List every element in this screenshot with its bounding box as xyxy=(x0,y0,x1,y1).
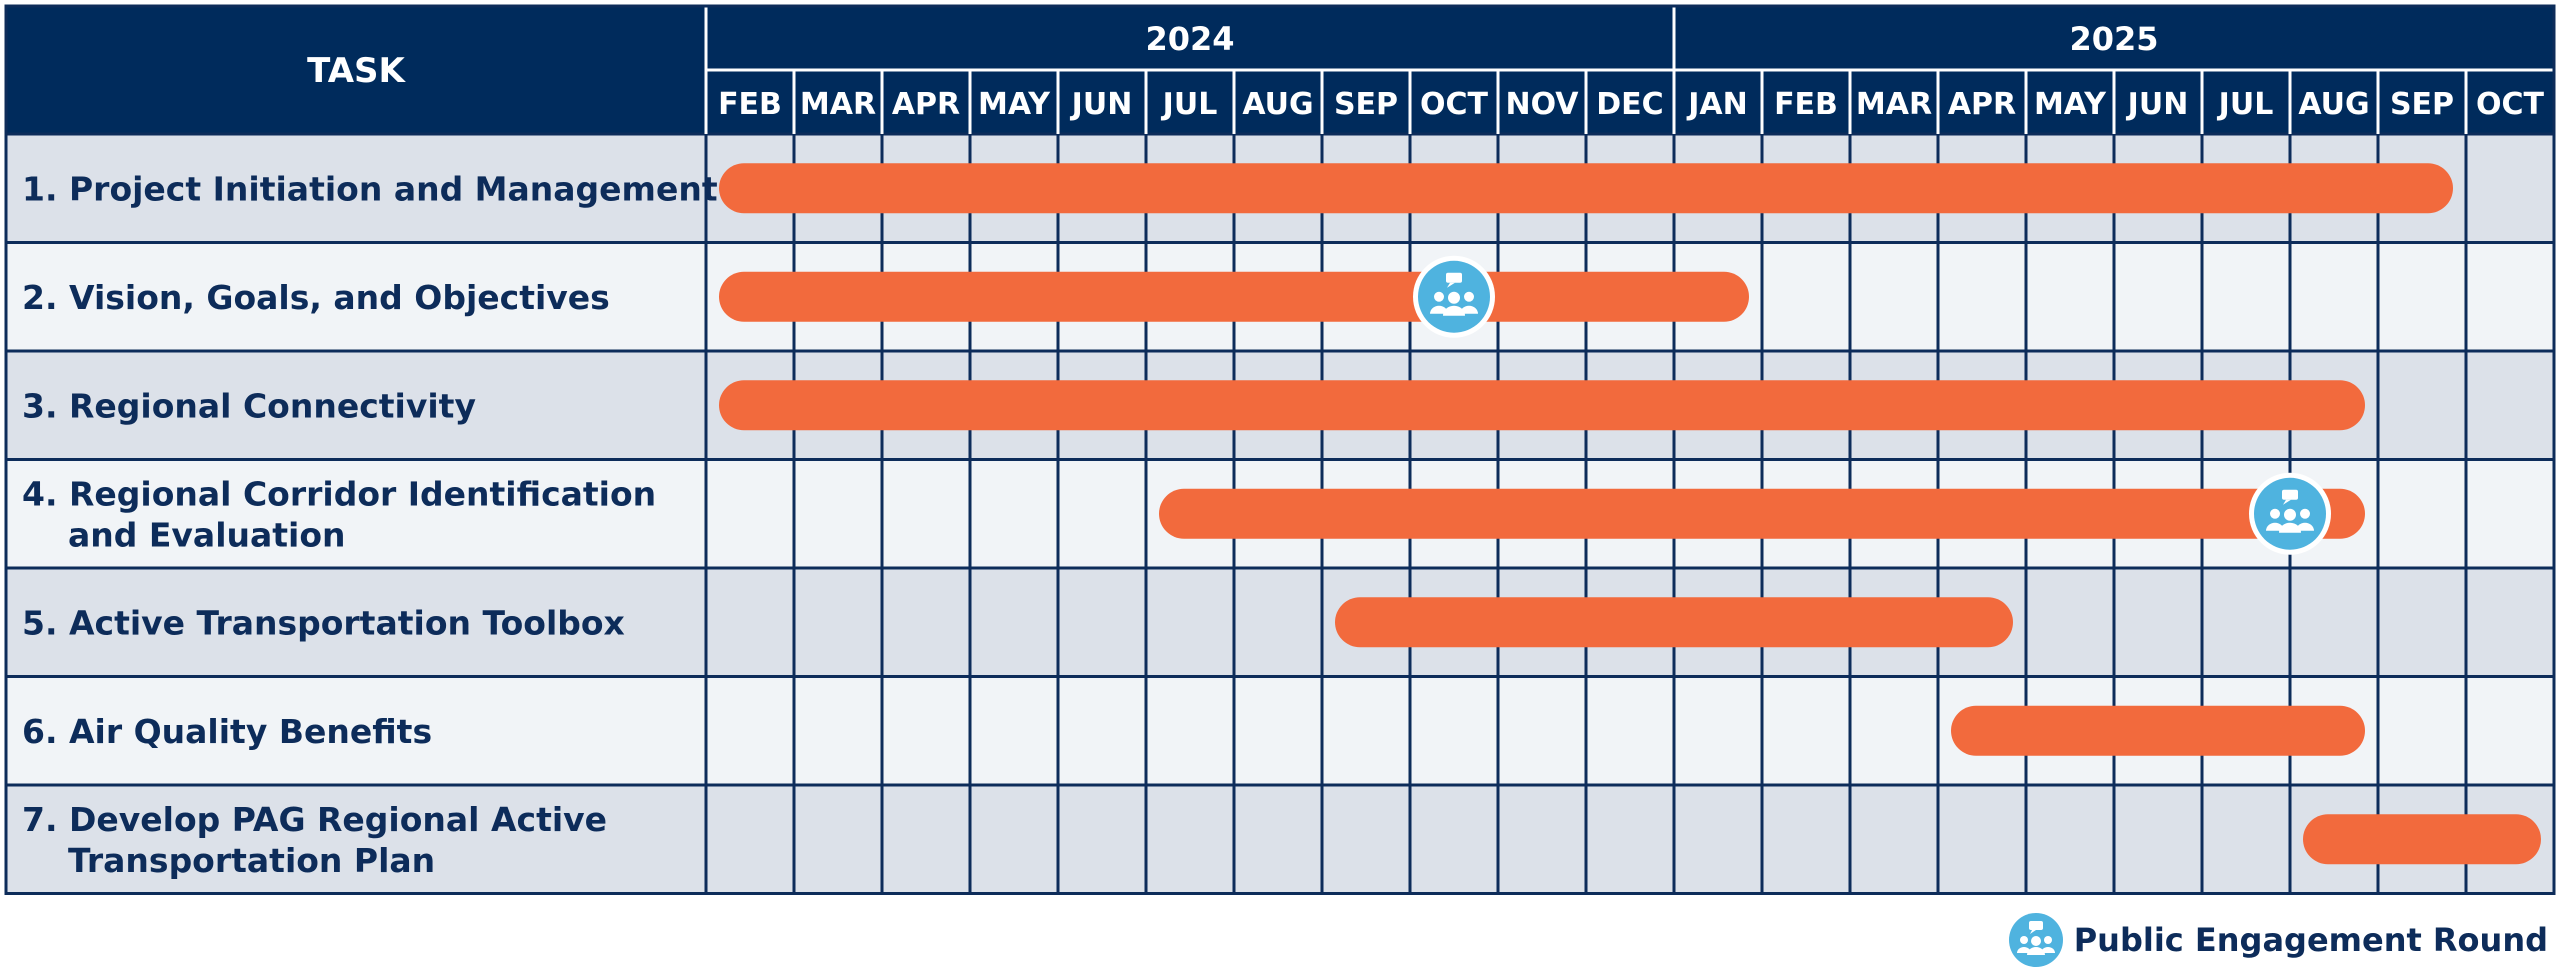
legend-label: Public Engagement Round xyxy=(2073,921,2548,959)
person-body xyxy=(1460,305,1478,314)
person-head xyxy=(2284,508,2296,521)
month-label: JUL xyxy=(1161,87,1218,122)
task-row xyxy=(6,785,2554,894)
engagement-milestone-icon xyxy=(2249,472,2331,555)
task-label-line: Transportation Plan xyxy=(68,841,435,880)
task-label: 4. Regional Corridor Identification and E… xyxy=(22,474,656,554)
task-label: 6. Air Quality Benefits xyxy=(22,712,432,751)
task-label: 7. Develop PAG Regional Active Transporta… xyxy=(22,800,607,880)
month-label: JUN xyxy=(1070,87,1133,122)
person-body xyxy=(2296,522,2314,531)
year-label: 2024 xyxy=(1145,20,1234,58)
person-body xyxy=(2266,522,2284,531)
person-head xyxy=(1434,291,1444,302)
month-label: NOV xyxy=(1505,87,1579,122)
person-body xyxy=(1430,305,1448,314)
month-label: FEB xyxy=(718,87,782,122)
month-label: APR xyxy=(892,87,960,122)
month-label: OCT xyxy=(2476,87,2545,122)
chart-border xyxy=(4,4,2556,895)
month-label: AUG xyxy=(2298,87,2369,122)
legend: Public Engagement Round xyxy=(2008,912,2548,968)
person-head xyxy=(1464,291,1474,302)
task-label-line: 5. Active Transportation Toolbox xyxy=(22,603,625,642)
task-label-line: 6. Air Quality Benefits xyxy=(22,712,432,751)
task-label: 5. Active Transportation Toolbox xyxy=(22,603,625,642)
month-label: JAN xyxy=(1686,87,1748,122)
month-label: SEP xyxy=(1334,87,1398,122)
task-label-line: 4. Regional Corridor Identification xyxy=(22,474,656,513)
month-label: DEC xyxy=(1596,87,1663,122)
public-engagement-icon xyxy=(2008,913,2063,967)
person-head xyxy=(2270,508,2280,519)
gantt-chart: TASK 1. Project Initiation and Management… xyxy=(4,4,2556,895)
task-bar xyxy=(1335,597,2013,648)
speech-bubble-tail xyxy=(2283,499,2291,505)
month-label: AUG xyxy=(1242,87,1313,122)
person-body xyxy=(2279,522,2301,533)
speech-bubble xyxy=(2282,489,2298,500)
month-label: OCT xyxy=(1420,87,1489,122)
task-bar xyxy=(1159,488,2365,539)
task-bar xyxy=(1951,705,2365,756)
month-label: MAY xyxy=(978,87,1051,122)
task-column-header: TASK xyxy=(307,51,406,91)
person-head xyxy=(2300,508,2310,519)
speech-bubble-tail xyxy=(1447,282,1455,288)
task-label: 2. Vision, Goals, and Objectives xyxy=(22,278,610,317)
month-label: MAR xyxy=(800,87,876,122)
task-label-line: 2. Vision, Goals, and Objectives xyxy=(22,278,610,317)
engagement-milestone-icon xyxy=(1413,255,1495,338)
task-bar xyxy=(2303,814,2541,865)
task-bar xyxy=(719,271,1749,322)
month-label: JUN xyxy=(2126,87,2189,122)
person-head xyxy=(1448,291,1460,304)
task-label: 3. Regional Connectivity xyxy=(22,386,476,425)
task-label-line: and Evaluation xyxy=(68,515,346,554)
month-label: MAR xyxy=(1856,87,1932,122)
month-label: SEP xyxy=(2390,87,2454,122)
month-label: FEB xyxy=(1774,87,1838,122)
task-label-line: 3. Regional Connectivity xyxy=(22,386,476,425)
person-body xyxy=(1443,305,1465,316)
task-bar xyxy=(719,163,2453,214)
year-label: 2025 xyxy=(2069,20,2158,58)
task-label-line: 7. Develop PAG Regional Active xyxy=(22,800,607,839)
month-label: JUL xyxy=(2217,87,2274,122)
speech-bubble xyxy=(1446,272,1462,283)
task-label-line: 1. Project Initiation and Management xyxy=(22,169,718,208)
month-label: MAY xyxy=(2034,87,2107,122)
month-label: APR xyxy=(1948,87,2016,122)
task-row xyxy=(6,568,2554,677)
task-label: 1. Project Initiation and Management xyxy=(22,169,718,208)
task-bar xyxy=(719,380,2365,431)
